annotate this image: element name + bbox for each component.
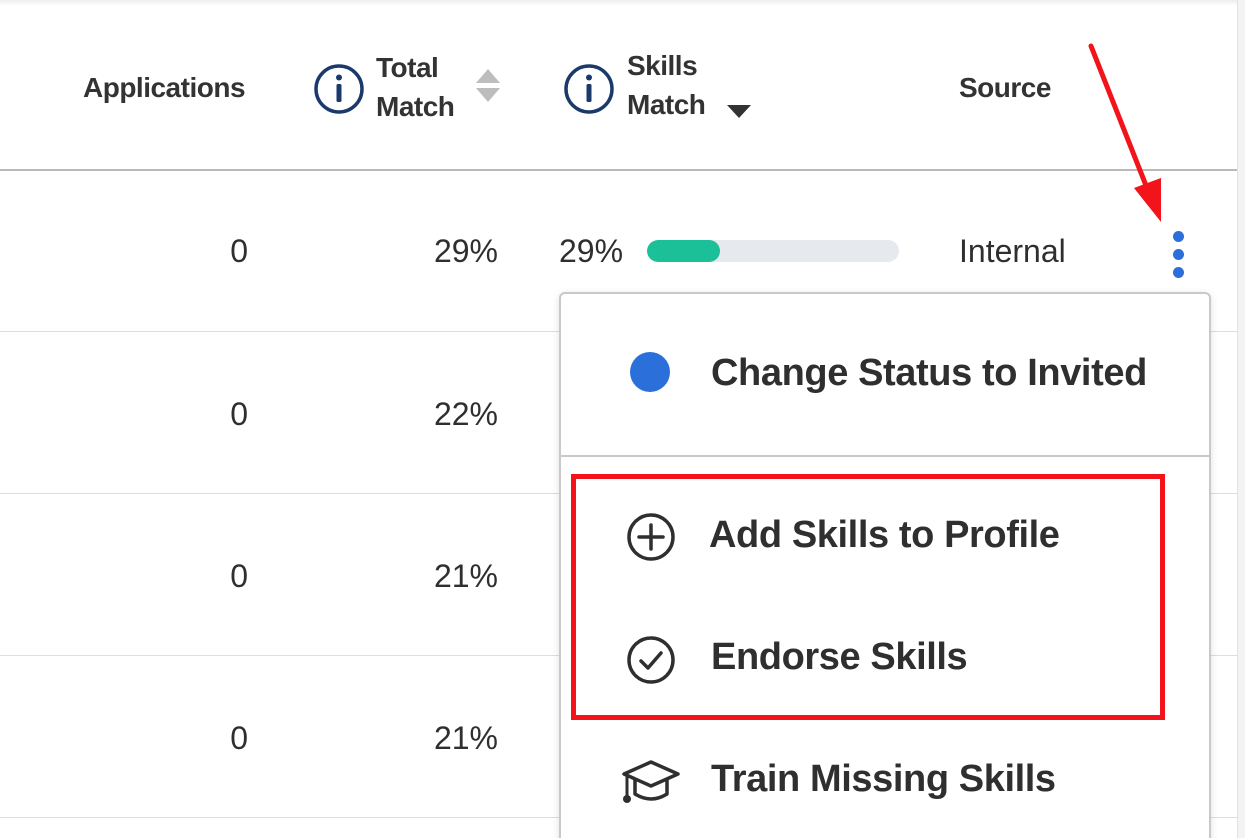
menu-divider bbox=[561, 455, 1209, 457]
header-skills-match[interactable]: Skills Match bbox=[627, 46, 706, 124]
plus-circle-icon bbox=[627, 513, 675, 561]
kebab-menu-icon[interactable] bbox=[1163, 226, 1193, 284]
kebab-dot bbox=[1173, 249, 1184, 260]
row1-total-match: 29% bbox=[433, 233, 498, 269]
row1-source: Internal bbox=[959, 233, 1066, 269]
blue-dot-icon bbox=[630, 352, 670, 392]
menu-item-change-status-to-invited[interactable]: Change Status to Invited bbox=[711, 352, 1147, 394]
annotation-highlight-box bbox=[571, 474, 1165, 720]
header-total-match-line1: Total bbox=[376, 52, 439, 83]
top-edge-shadow bbox=[0, 0, 1245, 6]
kebab-dot bbox=[1173, 231, 1184, 242]
row1-skills-match-value: 29% bbox=[559, 233, 624, 269]
sort-both-icon[interactable] bbox=[474, 68, 502, 104]
total-match-info-icon[interactable] bbox=[313, 63, 365, 115]
row4-total-match: 21% bbox=[433, 720, 498, 756]
kebab-dot bbox=[1173, 267, 1184, 278]
right-edge-scroll-area bbox=[1237, 0, 1245, 838]
header-total-match[interactable]: Total Match bbox=[376, 48, 455, 126]
row3-applications: 0 bbox=[230, 558, 248, 594]
row-actions-dropdown-menu: Change Status to Invited Add Skills to P… bbox=[559, 292, 1211, 838]
row2-total-match: 22% bbox=[433, 396, 498, 432]
header-total-match-line2: Match bbox=[376, 91, 455, 122]
header-source[interactable]: Source bbox=[959, 72, 1051, 103]
menu-item-train-missing-skills[interactable]: Train Missing Skills bbox=[711, 758, 1056, 800]
graduation-cap-icon bbox=[622, 760, 680, 803]
row1-skills-match-progress-fill bbox=[647, 240, 721, 262]
row1-applications: 0 bbox=[230, 233, 248, 269]
check-circle-icon bbox=[627, 636, 675, 684]
row3-total-match: 21% bbox=[433, 558, 498, 594]
skills-match-info-icon[interactable] bbox=[563, 63, 615, 115]
row1-skills-match-progress-bar bbox=[647, 240, 899, 262]
row2-applications: 0 bbox=[230, 396, 248, 432]
header-applications[interactable]: Applications bbox=[83, 72, 246, 103]
row4-applications: 0 bbox=[230, 720, 248, 756]
menu-item-endorse-skills[interactable]: Endorse Skills bbox=[711, 636, 968, 678]
menu-item-add-skills-to-profile[interactable]: Add Skills to Profile bbox=[709, 514, 1060, 556]
header-divider bbox=[0, 169, 1237, 171]
header-skills-match-line2: Match bbox=[627, 89, 706, 120]
header-skills-match-line1: Skills bbox=[627, 50, 698, 81]
sort-down-icon[interactable] bbox=[725, 102, 753, 120]
